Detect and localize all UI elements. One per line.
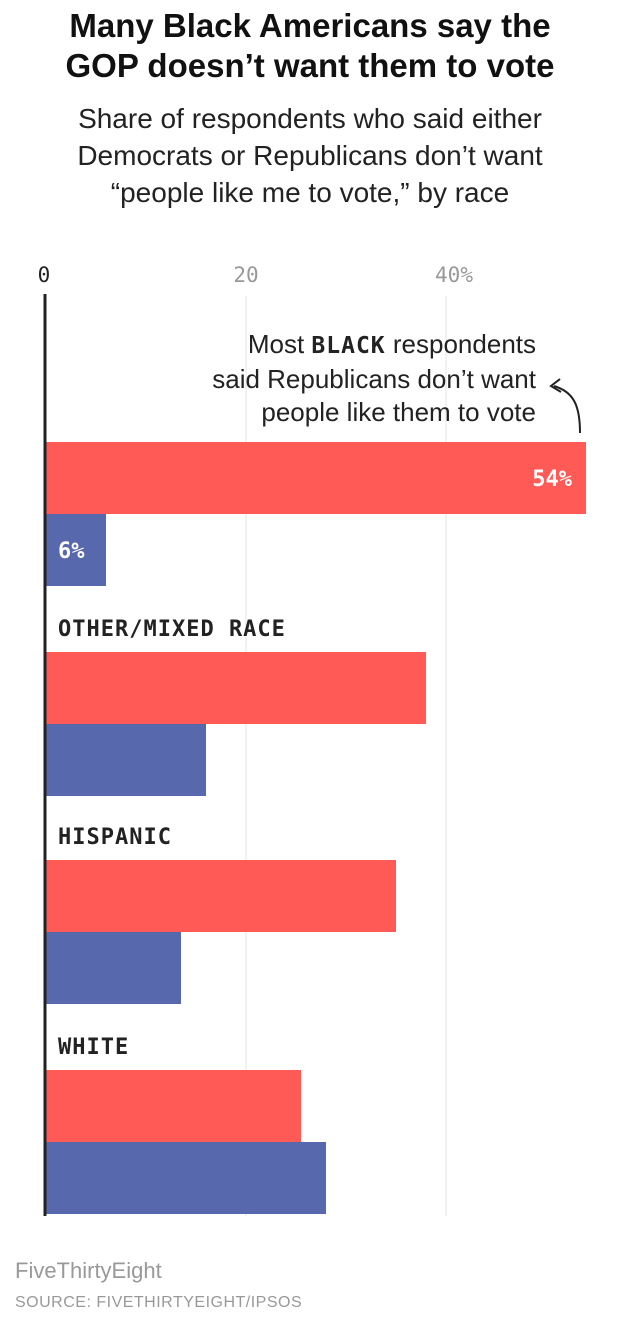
- annotation-arrowhead-icon: [549, 378, 562, 393]
- data-label-democrats: 6%: [58, 539, 85, 564]
- bar-democrats-hispanic: [46, 932, 181, 1004]
- annotation-line-1-suffix: respondents: [385, 329, 536, 359]
- brand-logo-text: FiveThirtyEight: [15, 1258, 162, 1283]
- source-note: SOURCE: FIVETHIRTYEIGHT/IPSOS: [15, 1294, 303, 1311]
- x-tick-label-40: 40%: [435, 263, 473, 287]
- chart-subtitle-line-2: Democrats or Republicans don’t want: [77, 140, 543, 171]
- chart-subtitle: Share of respondents who said either Dem…: [20, 100, 600, 211]
- category-label-other-mixed-race: OTHER/MIXED RACE: [58, 617, 286, 642]
- annotation-highlight-black: BLACK: [311, 333, 386, 359]
- bar-democrats-other-mixed-race: [46, 724, 206, 796]
- annotation-line-3: people like them to vote: [261, 397, 536, 427]
- chart-title: Many Black Americans say the GOP doesn’t…: [0, 6, 620, 86]
- chart-title-line-2: GOP doesn’t want them to vote: [65, 47, 555, 84]
- bar-democrats-black: [46, 514, 106, 586]
- category-label-white: WHITE: [58, 1035, 129, 1060]
- chart-title-line-1: Many Black Americans say the: [69, 7, 551, 44]
- x-tick-label-20: 20: [233, 263, 258, 287]
- annotation-line-1-prefix: Most: [247, 329, 312, 359]
- category-label-hispanic: HISPANIC: [58, 825, 172, 850]
- black-respondents-annotation: Most BLACK respondents said Republicans …: [116, 328, 536, 429]
- bar-chart: OTHER/MIXED RACE HISPANIC WHITE 54% 6% 0 20 40%: [38, 263, 586, 1216]
- chart-subtitle-line-1: Share of respondents who said either: [78, 103, 542, 134]
- x-tick-label-0: 0: [38, 263, 51, 287]
- bar-democrats-white: [46, 1142, 326, 1214]
- bar-republicans-other-mixed-race: [46, 652, 426, 724]
- chart-subtitle-line-3: “people like me to vote,” by race: [110, 177, 510, 208]
- bar-republicans-white: [46, 1070, 301, 1142]
- bar-republicans-black: [46, 442, 586, 514]
- annotation-line-2: said Republicans don’t want: [212, 364, 536, 394]
- bar-republicans-hispanic: [46, 860, 396, 932]
- annotation-arrow-icon: [553, 385, 581, 434]
- data-label-republicans: 54%: [532, 467, 572, 492]
